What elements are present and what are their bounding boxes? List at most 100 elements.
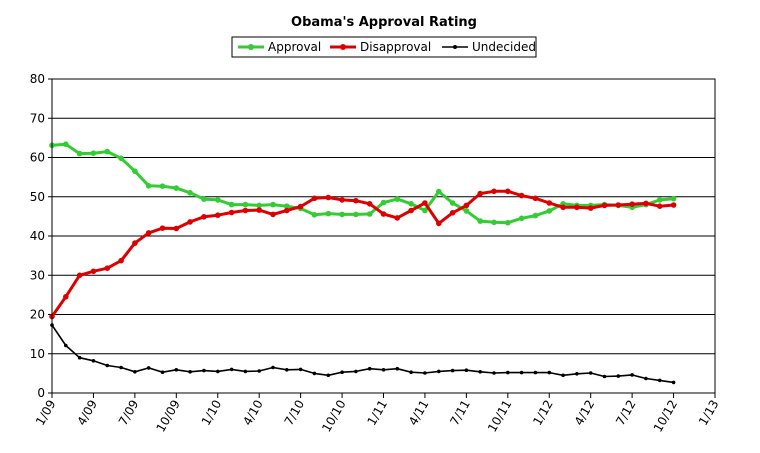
data-point-disapproval: [560, 204, 566, 211]
y-tick-label: 50: [30, 190, 45, 204]
data-point-undecided: [105, 363, 110, 368]
data-point-undecided: [271, 365, 275, 370]
data-point-undecided: [450, 368, 455, 373]
data-point-undecided: [312, 371, 317, 376]
data-point-undecided: [478, 370, 483, 374]
series-line-approval: [51, 142, 674, 225]
series-approval: [49, 141, 677, 226]
chart-title: Obama's Approval Rating: [291, 15, 477, 30]
data-point-undecided: [285, 368, 289, 372]
data-point-undecided: [133, 370, 137, 374]
data-point-undecided: [409, 370, 413, 375]
data-point-disapproval: [256, 207, 263, 213]
data-point-disapproval: [187, 219, 193, 225]
data-point-disapproval: [311, 195, 318, 202]
x-tick-label: 4/11: [406, 398, 432, 428]
data-point-undecided: [243, 369, 248, 374]
data-point-disapproval: [643, 200, 649, 207]
data-point-disapproval: [601, 202, 608, 209]
data-point-approval: [104, 148, 111, 155]
x-tick-label: 10/10: [319, 398, 348, 435]
legend-undecided-label: Undecided: [472, 40, 536, 54]
data-point-disapproval: [422, 200, 428, 206]
data-point-undecided: [658, 378, 662, 383]
data-point-disapproval: [242, 207, 249, 214]
data-point-disapproval: [297, 203, 304, 210]
data-point-approval: [215, 197, 221, 203]
data-point-approval: [394, 196, 401, 202]
data-point-disapproval: [201, 214, 207, 220]
data-point-disapproval: [118, 257, 124, 264]
data-point-approval: [76, 150, 83, 157]
data-point-disapproval: [477, 190, 484, 197]
x-tick-label: 1/09: [33, 398, 59, 428]
data-point-approval: [380, 199, 387, 206]
x-tick-label: 7/10: [282, 398, 308, 428]
data-point-approval: [353, 211, 359, 218]
y-tick-label: 0: [37, 386, 45, 400]
series-undecided: [50, 323, 676, 385]
x-tick-label: 1/11: [364, 398, 390, 428]
data-point-disapproval: [670, 202, 677, 208]
data-point-undecided: [174, 368, 179, 372]
data-point-undecided: [575, 372, 579, 376]
data-point-approval: [284, 203, 290, 209]
data-point-approval: [270, 201, 276, 208]
data-point-approval: [408, 201, 414, 207]
series-disapproval: [49, 188, 677, 320]
data-point-undecided: [354, 369, 358, 374]
data-point-undecided: [423, 371, 427, 375]
data-point-approval: [173, 185, 180, 191]
data-point-undecided: [671, 380, 676, 385]
data-point-disapproval: [505, 188, 511, 195]
data-point-disapproval: [145, 230, 152, 236]
data-point-disapproval: [284, 207, 290, 214]
data-point-undecided: [146, 366, 151, 370]
data-point-undecided: [533, 370, 538, 375]
data-point-undecided: [326, 373, 331, 378]
data-point-disapproval: [408, 207, 414, 214]
x-tick-label: 10/11: [485, 398, 514, 435]
data-point-disapproval: [173, 225, 180, 232]
data-point-undecided: [257, 369, 262, 373]
y-axis-ticks: 0 10 20 30 40 50 60 70 80: [30, 72, 52, 400]
x-tick-label: 10/09: [153, 398, 182, 435]
y-tick-label: 60: [30, 151, 45, 165]
x-tick-label: 10/12: [651, 398, 680, 435]
data-point-approval: [518, 215, 525, 222]
y-tick-label: 10: [30, 347, 45, 361]
data-point-disapproval: [615, 202, 622, 208]
y-tick-label: 80: [30, 72, 45, 86]
legend-disapproval-marker: [340, 44, 346, 50]
data-point-undecided: [119, 365, 123, 370]
data-point-undecided: [77, 355, 82, 360]
data-point-approval: [118, 155, 124, 162]
data-point-disapproval: [449, 210, 456, 216]
data-point-disapproval: [491, 188, 497, 195]
data-point-approval: [657, 197, 663, 203]
x-tick-label: 7/09: [116, 398, 142, 428]
data-point-approval: [311, 212, 318, 218]
data-point-undecided: [506, 370, 510, 375]
data-point-undecided: [616, 374, 621, 378]
data-point-approval: [436, 188, 442, 195]
data-point-disapproval: [436, 220, 442, 227]
data-point-disapproval: [587, 205, 594, 211]
data-point-disapproval: [228, 209, 235, 216]
data-point-undecided: [202, 368, 206, 373]
data-point-undecided: [588, 371, 593, 375]
data-point-approval: [228, 201, 235, 208]
data-point-disapproval: [132, 240, 138, 246]
data-point-disapproval: [518, 192, 525, 199]
data-point-disapproval: [76, 272, 83, 279]
data-point-approval: [325, 210, 332, 217]
legend-item-undecided: Undecided: [442, 40, 536, 54]
data-point-disapproval: [159, 225, 166, 231]
data-point-disapproval: [270, 211, 276, 218]
y-tick-label: 40: [30, 229, 45, 243]
series-line-disapproval: [50, 189, 674, 318]
data-point-undecided: [188, 370, 192, 374]
legend-item-disapproval: Disapproval: [330, 40, 431, 54]
data-point-undecided: [229, 367, 234, 372]
data-point-disapproval: [463, 202, 470, 209]
